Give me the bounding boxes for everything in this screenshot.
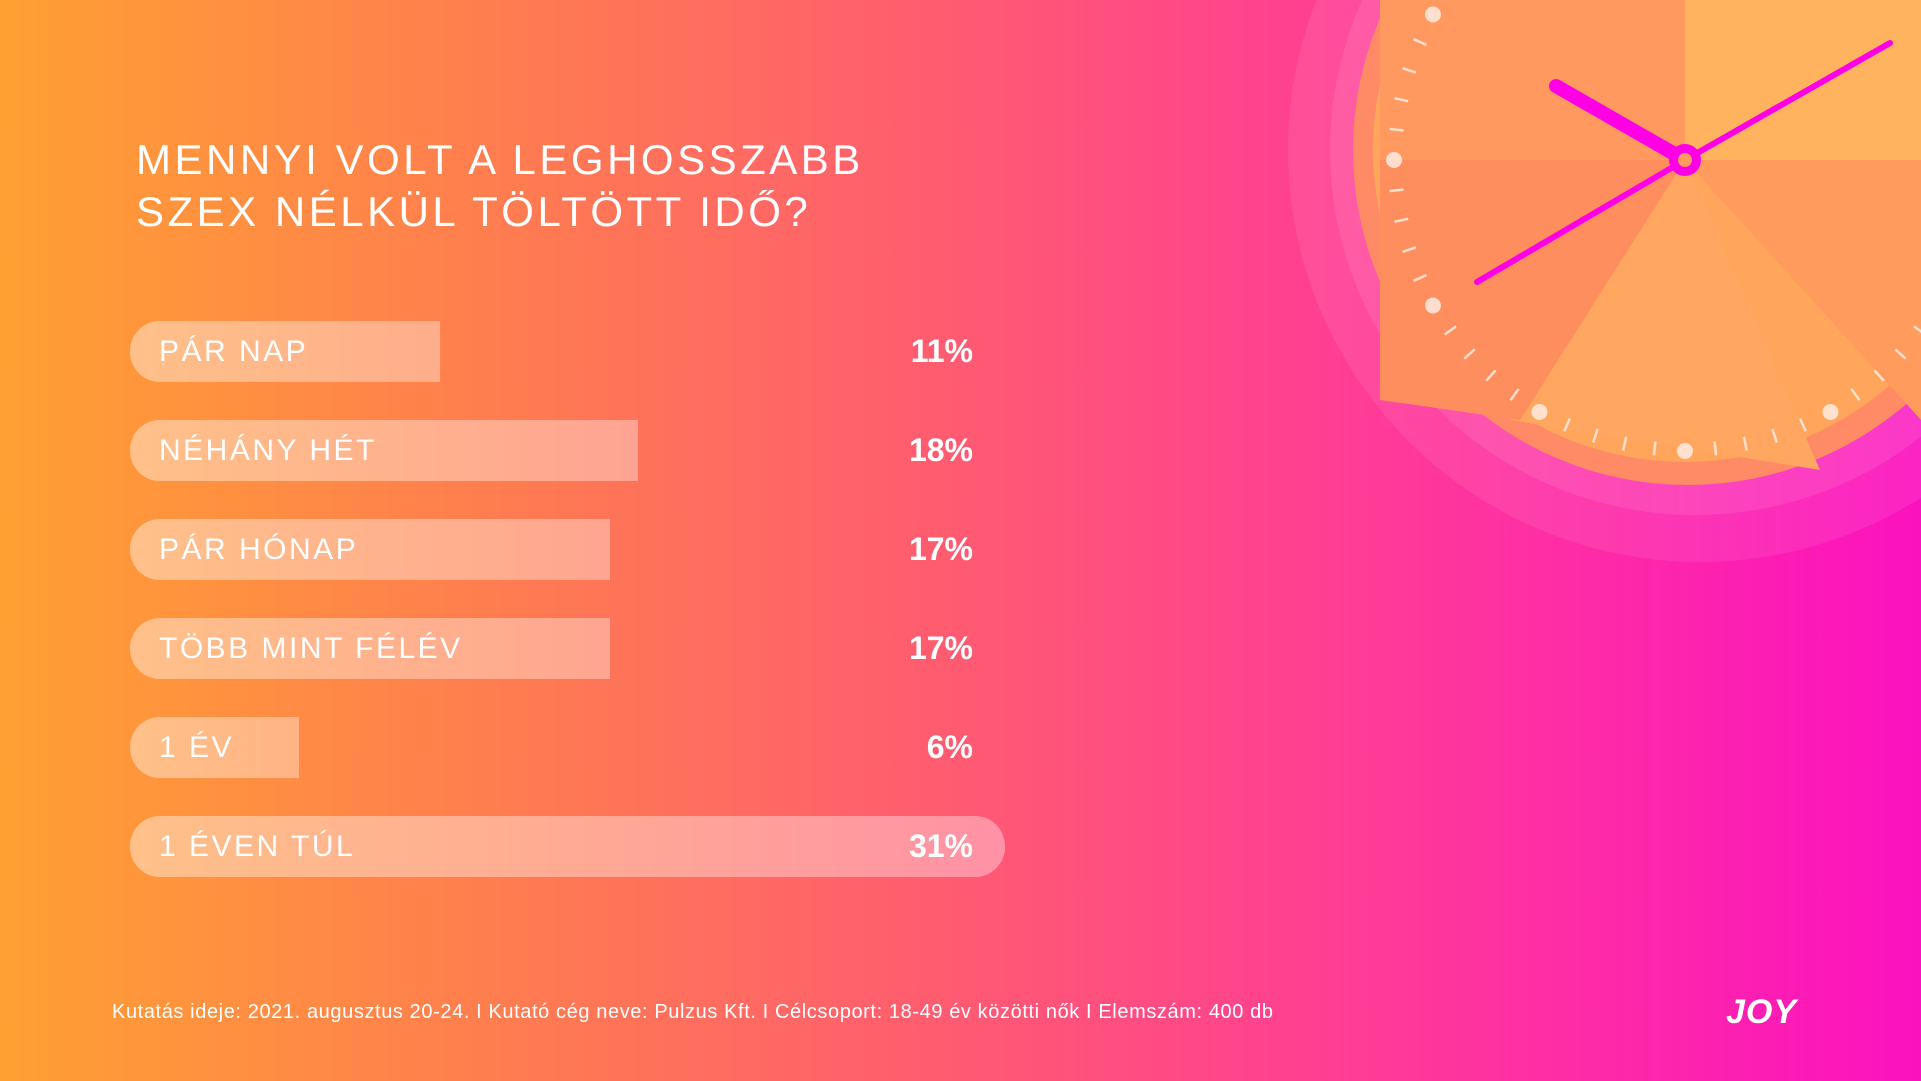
clock-minute-tick (1463, 348, 1476, 360)
clock-minute-tick (1850, 388, 1861, 402)
value-label-4: 6% (926, 729, 973, 765)
bar-5 (130, 816, 1005, 877)
clock-minute-tick (1622, 436, 1628, 451)
page-title: MENNYI VOLT A LEGHOSSZABB SZEX NÉLKÜL TÖ… (136, 134, 864, 238)
clock-minute-tick (1592, 428, 1599, 443)
clock-minute-tick (1394, 97, 1409, 103)
value-label-5: 31% (908, 828, 973, 864)
bar-4 (130, 717, 300, 778)
title-line-1: MENNYI VOLT A LEGHOSSZABB (136, 136, 864, 183)
joy-logo: JOY (1726, 993, 1798, 1031)
category-label-0: PÁR NAP (159, 335, 309, 368)
clock-minute-tick (1394, 217, 1409, 223)
bar-3 (130, 618, 610, 679)
category-label-4: 1 ÉV (159, 731, 235, 764)
clock-minute-tick (1563, 418, 1572, 432)
clock-hour-dot (1424, 297, 1441, 314)
clock-minute-tick (1713, 441, 1718, 456)
clock-minute-tick (1509, 388, 1520, 402)
value-label-1: 18% (908, 432, 973, 468)
clock-hour-dot (1822, 404, 1839, 421)
title-line-2: SZEX NÉLKÜL TÖLTÖTT IDŐ? (136, 188, 812, 235)
clock-minute-tick (1742, 436, 1748, 451)
bar-0 (130, 321, 441, 382)
clock-hour-dot (1677, 443, 1693, 459)
clock-minute-tick (1485, 369, 1497, 382)
bar-2 (130, 519, 610, 580)
clock-minute-tick (1873, 369, 1885, 382)
bar-1 (130, 420, 639, 481)
clock-minute-tick (1652, 441, 1657, 456)
clock-minute-tick (1389, 188, 1404, 193)
clock-minute-tick (1894, 348, 1907, 360)
clock-minute-tick (1443, 325, 1457, 336)
category-label-1: NÉHÁNY HÉT (159, 434, 377, 467)
value-label-0: 11% (910, 333, 973, 369)
footer-source-note: Kutatás ideje: 2021. augusztus 20-24. I … (112, 1001, 1274, 1023)
clock-minute-tick (1413, 273, 1427, 282)
clock-hour-dot (1424, 6, 1441, 23)
clock-minute-tick (1913, 325, 1921, 334)
value-label-2: 17% (908, 531, 973, 567)
category-label-2: PÁR HÓNAP (159, 533, 359, 566)
clock-hour-dot (1531, 404, 1548, 421)
clock-hour-dot (1386, 152, 1402, 168)
clock-minute-tick (1771, 428, 1778, 443)
clock-minute-tick (1389, 127, 1404, 132)
clock-minute-tick (1798, 418, 1807, 432)
clock-minute-tick (1402, 67, 1417, 74)
category-label-3: TÖBB MINT FÉLÉV (159, 632, 463, 665)
clock-marks (1386, 6, 1921, 459)
value-label-3: 17% (908, 630, 973, 666)
clock-minute-tick (1413, 38, 1427, 47)
category-label-5: 1 ÉVEN TÚL (159, 830, 356, 863)
clock-minute-tick (1402, 246, 1417, 253)
